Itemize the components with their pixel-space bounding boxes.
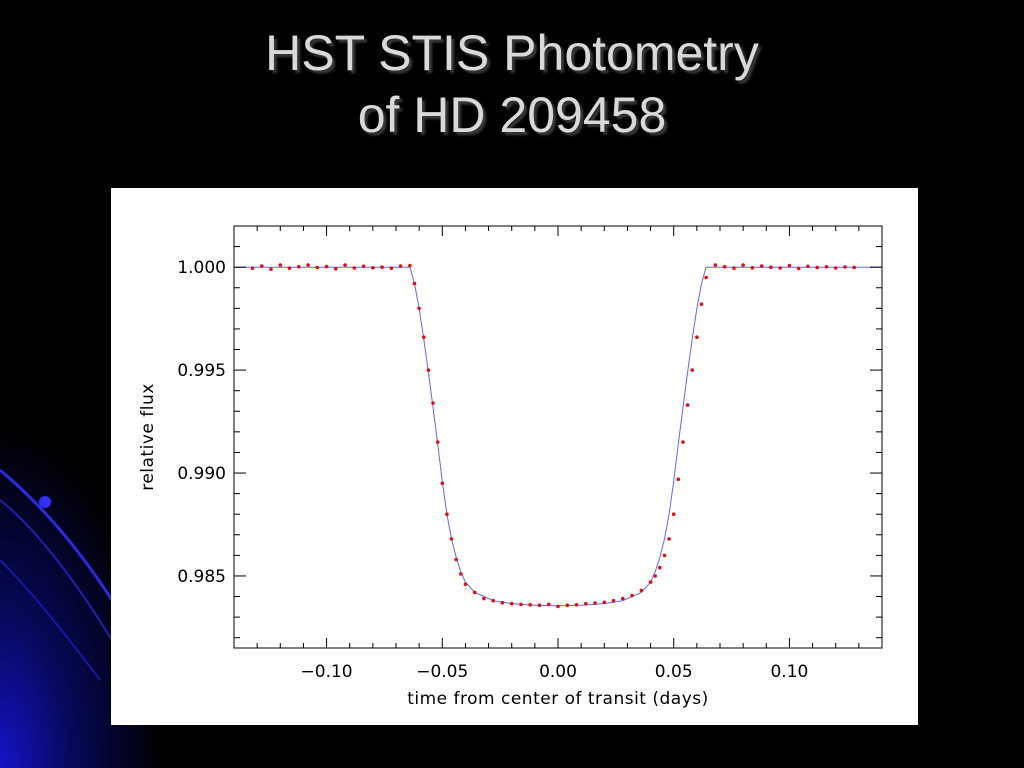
data-point bbox=[306, 263, 310, 267]
data-point bbox=[380, 265, 384, 269]
data-point bbox=[519, 602, 523, 607]
data-point bbox=[472, 590, 477, 595]
plot-frame bbox=[233, 225, 883, 649]
data-point bbox=[671, 512, 676, 516]
x-tick-label: 0.05 bbox=[655, 662, 693, 682]
data-point bbox=[260, 264, 264, 268]
data-point bbox=[297, 265, 301, 269]
background-swoosh bbox=[0, 468, 114, 601]
data-point bbox=[611, 598, 616, 603]
x-tick-label: −0.05 bbox=[416, 662, 468, 682]
data-point bbox=[459, 572, 463, 576]
data-point bbox=[667, 537, 671, 541]
data-point bbox=[699, 302, 704, 306]
data-point bbox=[334, 267, 338, 271]
data-point bbox=[852, 265, 856, 270]
model-curve bbox=[234, 266, 882, 607]
plot-panel: −0.10 −0.05 0.00 0.05 0.10 1.000 0.995 0.990 0.9… bbox=[111, 188, 918, 725]
data-point bbox=[602, 600, 607, 605]
data-point bbox=[528, 603, 532, 607]
data-point bbox=[537, 603, 542, 607]
data-point bbox=[482, 596, 486, 601]
data-point bbox=[787, 263, 792, 268]
x-tick-label: 0.00 bbox=[539, 662, 577, 682]
slide-title-line-2: of HD 209458 bbox=[357, 87, 667, 143]
data-point bbox=[389, 266, 394, 270]
x-tick-label: 0.10 bbox=[770, 662, 808, 682]
data-point bbox=[648, 580, 653, 584]
y-tick-label: 0.985 bbox=[177, 567, 226, 587]
data-point bbox=[732, 266, 736, 270]
data-point bbox=[806, 264, 810, 269]
data-point bbox=[722, 265, 727, 269]
data-point bbox=[796, 266, 801, 271]
data-point bbox=[695, 335, 699, 339]
data-point bbox=[463, 582, 468, 586]
background-dot bbox=[39, 496, 51, 508]
data-point bbox=[412, 281, 417, 286]
data-point bbox=[704, 275, 708, 280]
data-point bbox=[653, 574, 657, 578]
data-point bbox=[250, 266, 255, 270]
data-point bbox=[658, 565, 662, 570]
data-point bbox=[843, 265, 847, 269]
data-point bbox=[546, 602, 551, 607]
data-point bbox=[422, 335, 426, 339]
data-point bbox=[435, 440, 440, 444]
data-point bbox=[287, 266, 292, 270]
slide-title: HST STIS Photometry of HD 209458 bbox=[0, 22, 1024, 146]
data-point bbox=[815, 265, 819, 270]
data-point bbox=[343, 263, 347, 267]
data-point bbox=[621, 596, 625, 601]
data-point bbox=[509, 601, 514, 606]
data-point bbox=[759, 264, 764, 268]
data-point bbox=[269, 267, 273, 271]
y-tick-label: 0.990 bbox=[177, 464, 226, 484]
data-point bbox=[556, 604, 560, 609]
data-point bbox=[565, 603, 570, 607]
transit-light-curve-chart: −0.10 −0.05 0.00 0.05 0.10 1.000 0.995 0.990 0.9… bbox=[138, 225, 883, 709]
data-point bbox=[750, 266, 755, 270]
data-point bbox=[454, 557, 459, 562]
data-point bbox=[685, 403, 690, 407]
data-point bbox=[440, 481, 445, 486]
data-point bbox=[676, 477, 681, 482]
data-point bbox=[769, 265, 773, 269]
data-point bbox=[449, 537, 454, 541]
data-point bbox=[593, 601, 597, 605]
data-point bbox=[690, 368, 694, 372]
data-point bbox=[713, 263, 718, 267]
data-point bbox=[574, 603, 579, 607]
data-point bbox=[426, 368, 431, 372]
data-point bbox=[681, 440, 685, 444]
data-point bbox=[639, 588, 644, 593]
data-point bbox=[431, 401, 435, 405]
y-tick-label: 0.995 bbox=[177, 361, 226, 381]
data-point bbox=[315, 265, 320, 270]
y-axis-label: relative flux bbox=[138, 383, 158, 491]
data-point bbox=[662, 553, 667, 558]
data-point bbox=[500, 600, 505, 605]
data-point bbox=[491, 598, 496, 603]
data-point bbox=[408, 263, 412, 268]
data-point bbox=[324, 264, 329, 269]
data-point bbox=[352, 266, 357, 270]
data-point bbox=[371, 266, 375, 270]
x-axis-label: time from center of transit (days) bbox=[407, 689, 709, 709]
data-point bbox=[824, 265, 829, 269]
data-point bbox=[833, 266, 838, 270]
data-point bbox=[741, 263, 745, 267]
slide-title-line-1: HST STIS Photometry bbox=[265, 25, 759, 81]
data-point bbox=[417, 306, 421, 311]
y-tick-label: 1.000 bbox=[177, 258, 226, 278]
x-tick-label: −0.10 bbox=[301, 662, 353, 682]
data-point bbox=[630, 593, 634, 598]
data-point bbox=[398, 264, 403, 268]
data-point bbox=[361, 264, 366, 269]
data-point bbox=[584, 601, 588, 606]
data-point bbox=[278, 263, 283, 267]
data-point bbox=[778, 266, 782, 270]
data-point bbox=[445, 512, 449, 516]
